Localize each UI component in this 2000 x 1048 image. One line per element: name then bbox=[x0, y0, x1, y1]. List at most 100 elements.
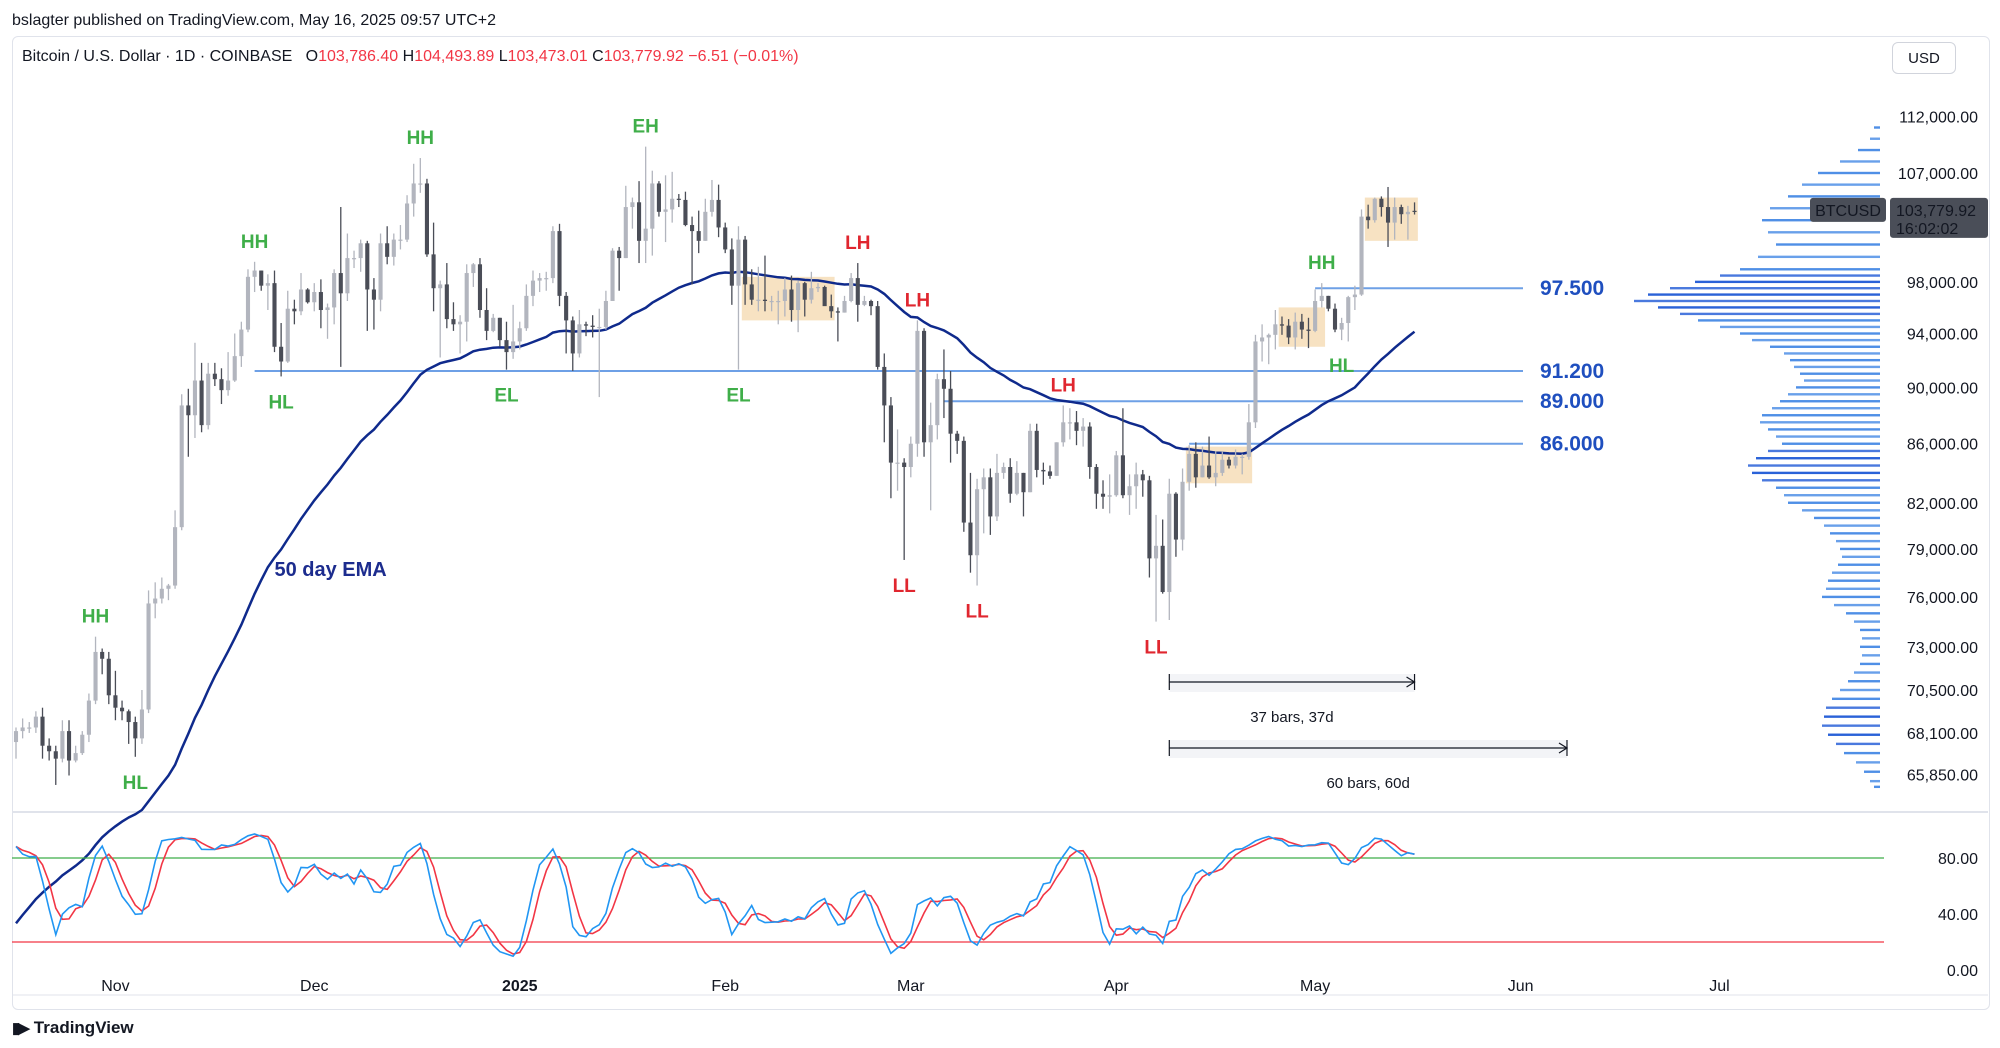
candle[interactable] bbox=[517, 328, 522, 342]
candle[interactable] bbox=[723, 227, 728, 250]
candle[interactable] bbox=[1028, 430, 1033, 493]
candle[interactable] bbox=[279, 346, 284, 362]
candle[interactable] bbox=[670, 198, 675, 210]
candle[interactable] bbox=[1299, 321, 1304, 330]
candle[interactable] bbox=[636, 202, 642, 241]
candle[interactable] bbox=[789, 289, 794, 311]
candle[interactable] bbox=[756, 299, 761, 301]
candle[interactable] bbox=[133, 722, 138, 739]
candle[interactable] bbox=[948, 388, 953, 434]
candle[interactable] bbox=[471, 264, 476, 274]
candle[interactable] bbox=[391, 239, 396, 257]
candle[interactable] bbox=[159, 588, 164, 599]
candle[interactable] bbox=[13, 731, 19, 743]
candle[interactable] bbox=[809, 288, 814, 300]
candle[interactable] bbox=[60, 731, 65, 759]
candle[interactable] bbox=[146, 603, 151, 710]
candle[interactable] bbox=[1399, 207, 1404, 215]
candle[interactable] bbox=[902, 462, 907, 468]
candle[interactable] bbox=[259, 270, 264, 286]
candle[interactable] bbox=[769, 300, 774, 303]
tradingview-logo[interactable]: ▮▶ TradingView bbox=[12, 1018, 134, 1038]
candle[interactable] bbox=[1200, 465, 1205, 478]
candle[interactable] bbox=[1173, 493, 1178, 540]
candle[interactable] bbox=[815, 286, 821, 289]
candle[interactable] bbox=[511, 341, 516, 353]
candle[interactable] bbox=[709, 199, 715, 212]
candle[interactable] bbox=[192, 380, 198, 416]
symbol-tag[interactable] bbox=[1810, 197, 1886, 222]
stochastic-d-line[interactable] bbox=[15, 834, 1415, 955]
candle[interactable] bbox=[365, 243, 370, 290]
candle[interactable] bbox=[1220, 459, 1225, 473]
candle[interactable] bbox=[842, 300, 847, 313]
candle[interactable] bbox=[623, 207, 628, 259]
candle[interactable] bbox=[106, 658, 111, 696]
candle[interactable] bbox=[405, 203, 410, 240]
candle[interactable] bbox=[882, 366, 887, 406]
candle[interactable] bbox=[285, 308, 290, 362]
candle[interactable] bbox=[908, 443, 913, 468]
candle[interactable] bbox=[975, 489, 980, 556]
candle[interactable] bbox=[232, 356, 237, 381]
candle[interactable] bbox=[1160, 545, 1165, 593]
candle[interactable] bbox=[524, 295, 529, 329]
candle[interactable] bbox=[1180, 481, 1185, 540]
candle[interactable] bbox=[1094, 467, 1099, 494]
candle[interactable] bbox=[100, 651, 105, 659]
candle[interactable] bbox=[153, 598, 158, 604]
candle[interactable] bbox=[1352, 294, 1357, 298]
candle[interactable] bbox=[955, 433, 960, 441]
candle[interactable] bbox=[219, 379, 224, 391]
candle[interactable] bbox=[1107, 495, 1112, 497]
candle[interactable] bbox=[1332, 308, 1338, 330]
candle[interactable] bbox=[696, 231, 701, 241]
candle[interactable] bbox=[378, 243, 383, 300]
candle[interactable] bbox=[477, 264, 483, 311]
candle[interactable] bbox=[126, 711, 131, 723]
candle[interactable] bbox=[113, 695, 118, 708]
candle[interactable] bbox=[464, 273, 469, 322]
candle[interactable] bbox=[1054, 442, 1059, 476]
candle[interactable] bbox=[1253, 341, 1258, 423]
candle[interactable] bbox=[583, 324, 589, 326]
candle[interactable] bbox=[1081, 426, 1086, 431]
candle[interactable] bbox=[504, 340, 509, 353]
candle[interactable] bbox=[597, 326, 602, 329]
candle[interactable] bbox=[1114, 455, 1119, 496]
candle[interactable] bbox=[431, 254, 436, 289]
candle[interactable] bbox=[716, 199, 721, 228]
candle[interactable] bbox=[1326, 295, 1331, 309]
candle[interactable] bbox=[1134, 474, 1139, 487]
candle[interactable] bbox=[1306, 329, 1311, 331]
candle[interactable] bbox=[411, 183, 416, 204]
candle[interactable] bbox=[1153, 545, 1159, 559]
candle[interactable] bbox=[166, 585, 171, 589]
candle[interactable] bbox=[226, 380, 231, 391]
candle[interactable] bbox=[1001, 467, 1006, 473]
candle[interactable] bbox=[1067, 422, 1072, 424]
candle[interactable] bbox=[199, 380, 204, 426]
candle[interactable] bbox=[1273, 324, 1278, 335]
candle[interactable] bbox=[935, 379, 940, 426]
candle[interactable] bbox=[1147, 480, 1152, 559]
candle[interactable] bbox=[1061, 422, 1066, 443]
candle[interactable] bbox=[119, 707, 125, 712]
candle[interactable] bbox=[338, 273, 343, 294]
candle[interactable] bbox=[53, 751, 58, 759]
candle[interactable] bbox=[988, 477, 993, 517]
candle[interactable] bbox=[994, 472, 1000, 517]
candle[interactable] bbox=[265, 283, 270, 286]
candle[interactable] bbox=[550, 231, 555, 279]
candle[interactable] bbox=[312, 292, 317, 303]
candle[interactable] bbox=[351, 258, 357, 260]
candle[interactable] bbox=[1246, 422, 1251, 457]
candle[interactable] bbox=[922, 330, 927, 443]
candle[interactable] bbox=[564, 295, 569, 321]
candle[interactable] bbox=[245, 276, 251, 330]
candle[interactable] bbox=[1213, 472, 1218, 478]
candle[interactable] bbox=[1366, 216, 1371, 221]
candle[interactable] bbox=[1140, 474, 1145, 481]
candle[interactable] bbox=[822, 286, 827, 307]
candle[interactable] bbox=[749, 284, 754, 300]
